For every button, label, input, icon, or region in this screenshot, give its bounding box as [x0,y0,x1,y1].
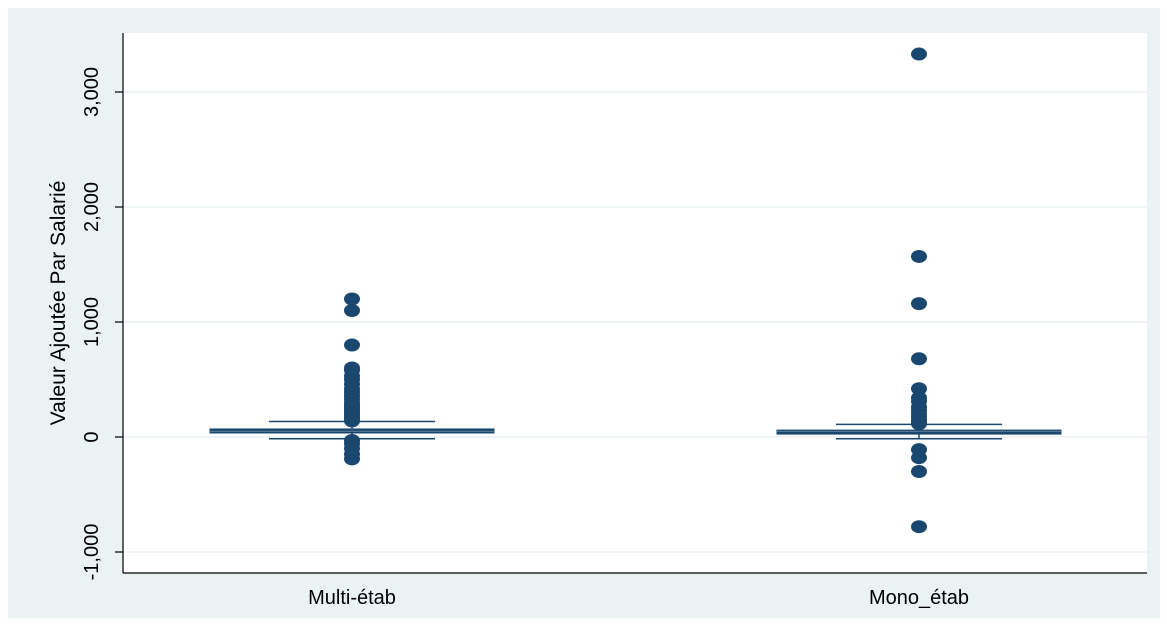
category-labels: Multi-étab Mono_étab [308,587,969,609]
outlier-point [911,465,927,478]
outlier-point [344,304,360,317]
outlier-point [344,361,360,375]
axes [122,33,1147,574]
y-tick-label: 1,000 [81,297,103,347]
outlier-point [911,382,927,396]
category-label: Mono_étab [869,587,969,609]
outlier-point [344,433,360,447]
y-tick-label: 0 [81,431,103,442]
outlier-point [911,391,927,405]
y-tick-label: 2,000 [81,182,103,232]
outlier-point [911,443,927,457]
y-ticks: -1,000 0 1,000 2,000 3,000 [81,67,123,580]
outlier-point [911,520,927,534]
y-tick-label: 3,000 [81,67,103,117]
outlier-point [911,352,927,366]
y-tick-label: -1,000 [81,524,103,581]
y-axis-label: Valeur Ajoutée Par Salarié [47,181,70,426]
boxes [209,47,1062,534]
outlier-point [911,249,927,263]
outlier-point [344,338,360,352]
category-label: Multi-étab [308,587,396,609]
box-iqr [776,429,1062,435]
outlier-point [911,297,927,311]
box-group [209,292,495,466]
plot-area [123,33,1147,573]
outlier-point [344,292,360,306]
grid-lines [123,91,1147,553]
outlier-point [911,47,927,61]
box-iqr [209,428,495,434]
box-group [776,47,1062,534]
